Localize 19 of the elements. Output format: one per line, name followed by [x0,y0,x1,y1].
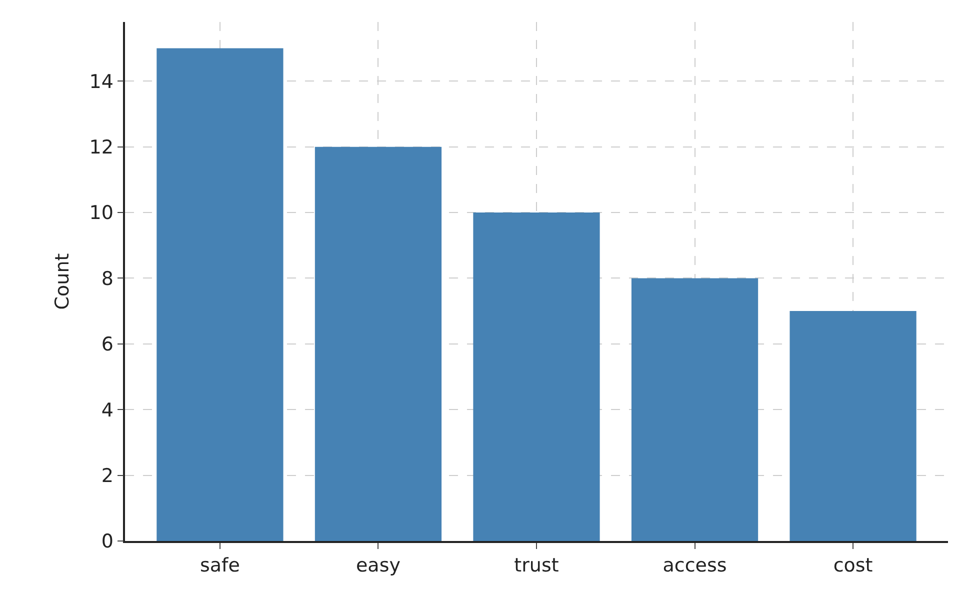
y-tick-label: 4 [101,399,114,422]
bar [473,212,600,541]
y-tick-label: 2 [101,464,114,487]
y-tick-label: 12 [89,136,114,158]
y-tick-label: 14 [89,70,114,93]
x-tick-label: trust [514,554,559,577]
y-tick-label: 8 [101,268,114,290]
bar [631,278,758,541]
y-tick-label: 0 [101,530,114,553]
x-tick-label: easy [356,554,400,577]
x-tick-label: safe [200,554,240,577]
bar [156,48,284,541]
bar [314,146,442,541]
y-tick-label: 10 [89,202,114,224]
y-axis-title: Count [52,253,74,310]
bar [790,311,916,541]
x-tick-label: access [662,554,727,577]
y-tick-label: 6 [101,334,114,356]
x-tick-label: cost [833,554,873,577]
